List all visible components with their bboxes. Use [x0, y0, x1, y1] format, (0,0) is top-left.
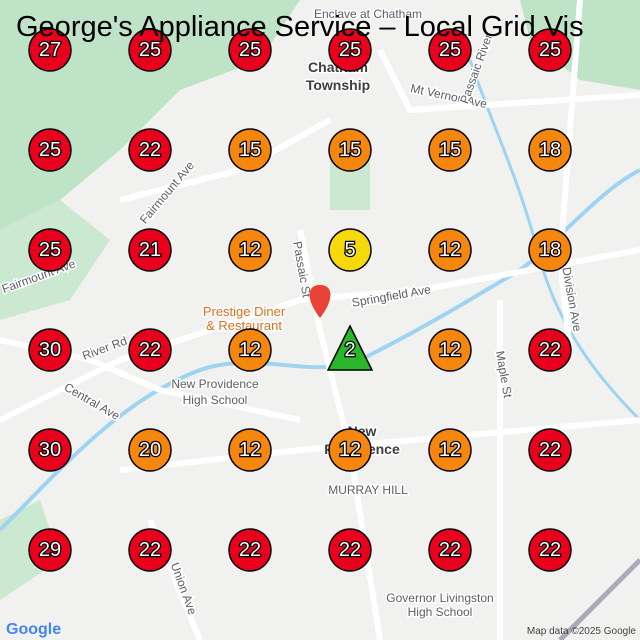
rank-label: 22 [139, 539, 161, 561]
rank-label: 27 [39, 39, 61, 61]
rank-label: 25 [139, 39, 161, 61]
rank-label: 12 [239, 439, 261, 461]
rank-marker [328, 128, 372, 172]
rank-marker [128, 28, 172, 72]
rank-label: 22 [139, 339, 161, 361]
rank-label: 22 [239, 539, 261, 561]
rank-label: 12 [439, 239, 461, 261]
rank-label: 30 [39, 339, 61, 361]
rail [558, 558, 640, 640]
rank-marker [128, 128, 172, 172]
rank-marker [228, 428, 272, 472]
rank-label: 22 [139, 139, 161, 161]
rank-marker [528, 128, 572, 172]
rank-marker [428, 228, 472, 272]
rank-marker [28, 128, 72, 172]
rank-label: 15 [339, 139, 361, 161]
map-label: Prestige Diner [203, 304, 286, 319]
map-label: Enclave at Chatham [314, 7, 422, 21]
rank-label: 22 [539, 539, 561, 561]
rank-label: 29 [39, 539, 61, 561]
rank-label: 25 [39, 239, 61, 261]
rank-label: 21 [139, 239, 161, 261]
rank-marker [228, 228, 272, 272]
rank-label: 22 [339, 539, 361, 561]
rank-marker [528, 228, 572, 272]
rank-label: 22 [539, 339, 561, 361]
rank-marker [528, 28, 572, 72]
park [330, 160, 370, 210]
rank-marker [28, 328, 72, 372]
rank-marker [128, 328, 172, 372]
rank-marker [28, 228, 72, 272]
rank-marker [528, 428, 572, 472]
rank-marker [328, 428, 372, 472]
rank-marker [428, 428, 472, 472]
rank-label: 30 [39, 439, 61, 461]
rank-marker [528, 328, 572, 372]
map-label: High School [408, 605, 473, 619]
location-pin [309, 285, 331, 318]
rank-marker [528, 528, 572, 572]
rank-marker [428, 328, 472, 372]
rank-label: 25 [539, 39, 561, 61]
rank-marker [428, 128, 472, 172]
google-logo: Google [6, 621, 61, 638]
rank-marker [128, 528, 172, 572]
rank-marker [228, 128, 272, 172]
rank-label: 12 [239, 339, 261, 361]
attribution: Map data ©2025 Google [527, 626, 637, 637]
rank-label: 25 [439, 39, 461, 61]
park [0, 0, 300, 230]
map-label: MURRAY HILL [328, 483, 408, 497]
map-label: Township [306, 77, 370, 93]
rank-marker [228, 528, 272, 572]
rank-label: 12 [439, 339, 461, 361]
map-label: New Providence [171, 377, 259, 391]
rank-marker [28, 28, 72, 72]
rank-label: 12 [239, 239, 261, 261]
rank-marker [328, 528, 372, 572]
rank-label: 22 [539, 439, 561, 461]
map-label: Governor Livingston [386, 591, 493, 605]
rank-marker [128, 228, 172, 272]
rank-label: 18 [539, 239, 561, 261]
rank-label: 2 [344, 339, 355, 361]
rank-label: 5 [344, 239, 355, 261]
rank-marker [28, 428, 72, 472]
rank-label: 20 [139, 439, 161, 461]
rank-marker [228, 328, 272, 372]
rank-marker [128, 428, 172, 472]
rank-marker [228, 28, 272, 72]
rank-marker [428, 528, 472, 572]
rank-label: 12 [439, 439, 461, 461]
park [520, 0, 640, 90]
map-label: High School [183, 393, 248, 407]
rank-label: 15 [439, 139, 461, 161]
rank-label: 12 [339, 439, 361, 461]
rank-label: 18 [539, 139, 561, 161]
map-label: & Restaurant [206, 318, 282, 333]
rank-marker [328, 228, 372, 272]
rank-marker [28, 528, 72, 572]
rank-marker [326, 324, 374, 371]
rank-label: 25 [339, 39, 361, 61]
rank-marker [428, 28, 472, 72]
rank-label: 25 [239, 39, 261, 61]
rank-label: 25 [39, 139, 61, 161]
rank-label: 15 [239, 139, 261, 161]
rank-label: 22 [439, 539, 461, 561]
rank-marker [328, 28, 372, 72]
title: George's Appliance Service – Local Grid … [16, 11, 584, 43]
